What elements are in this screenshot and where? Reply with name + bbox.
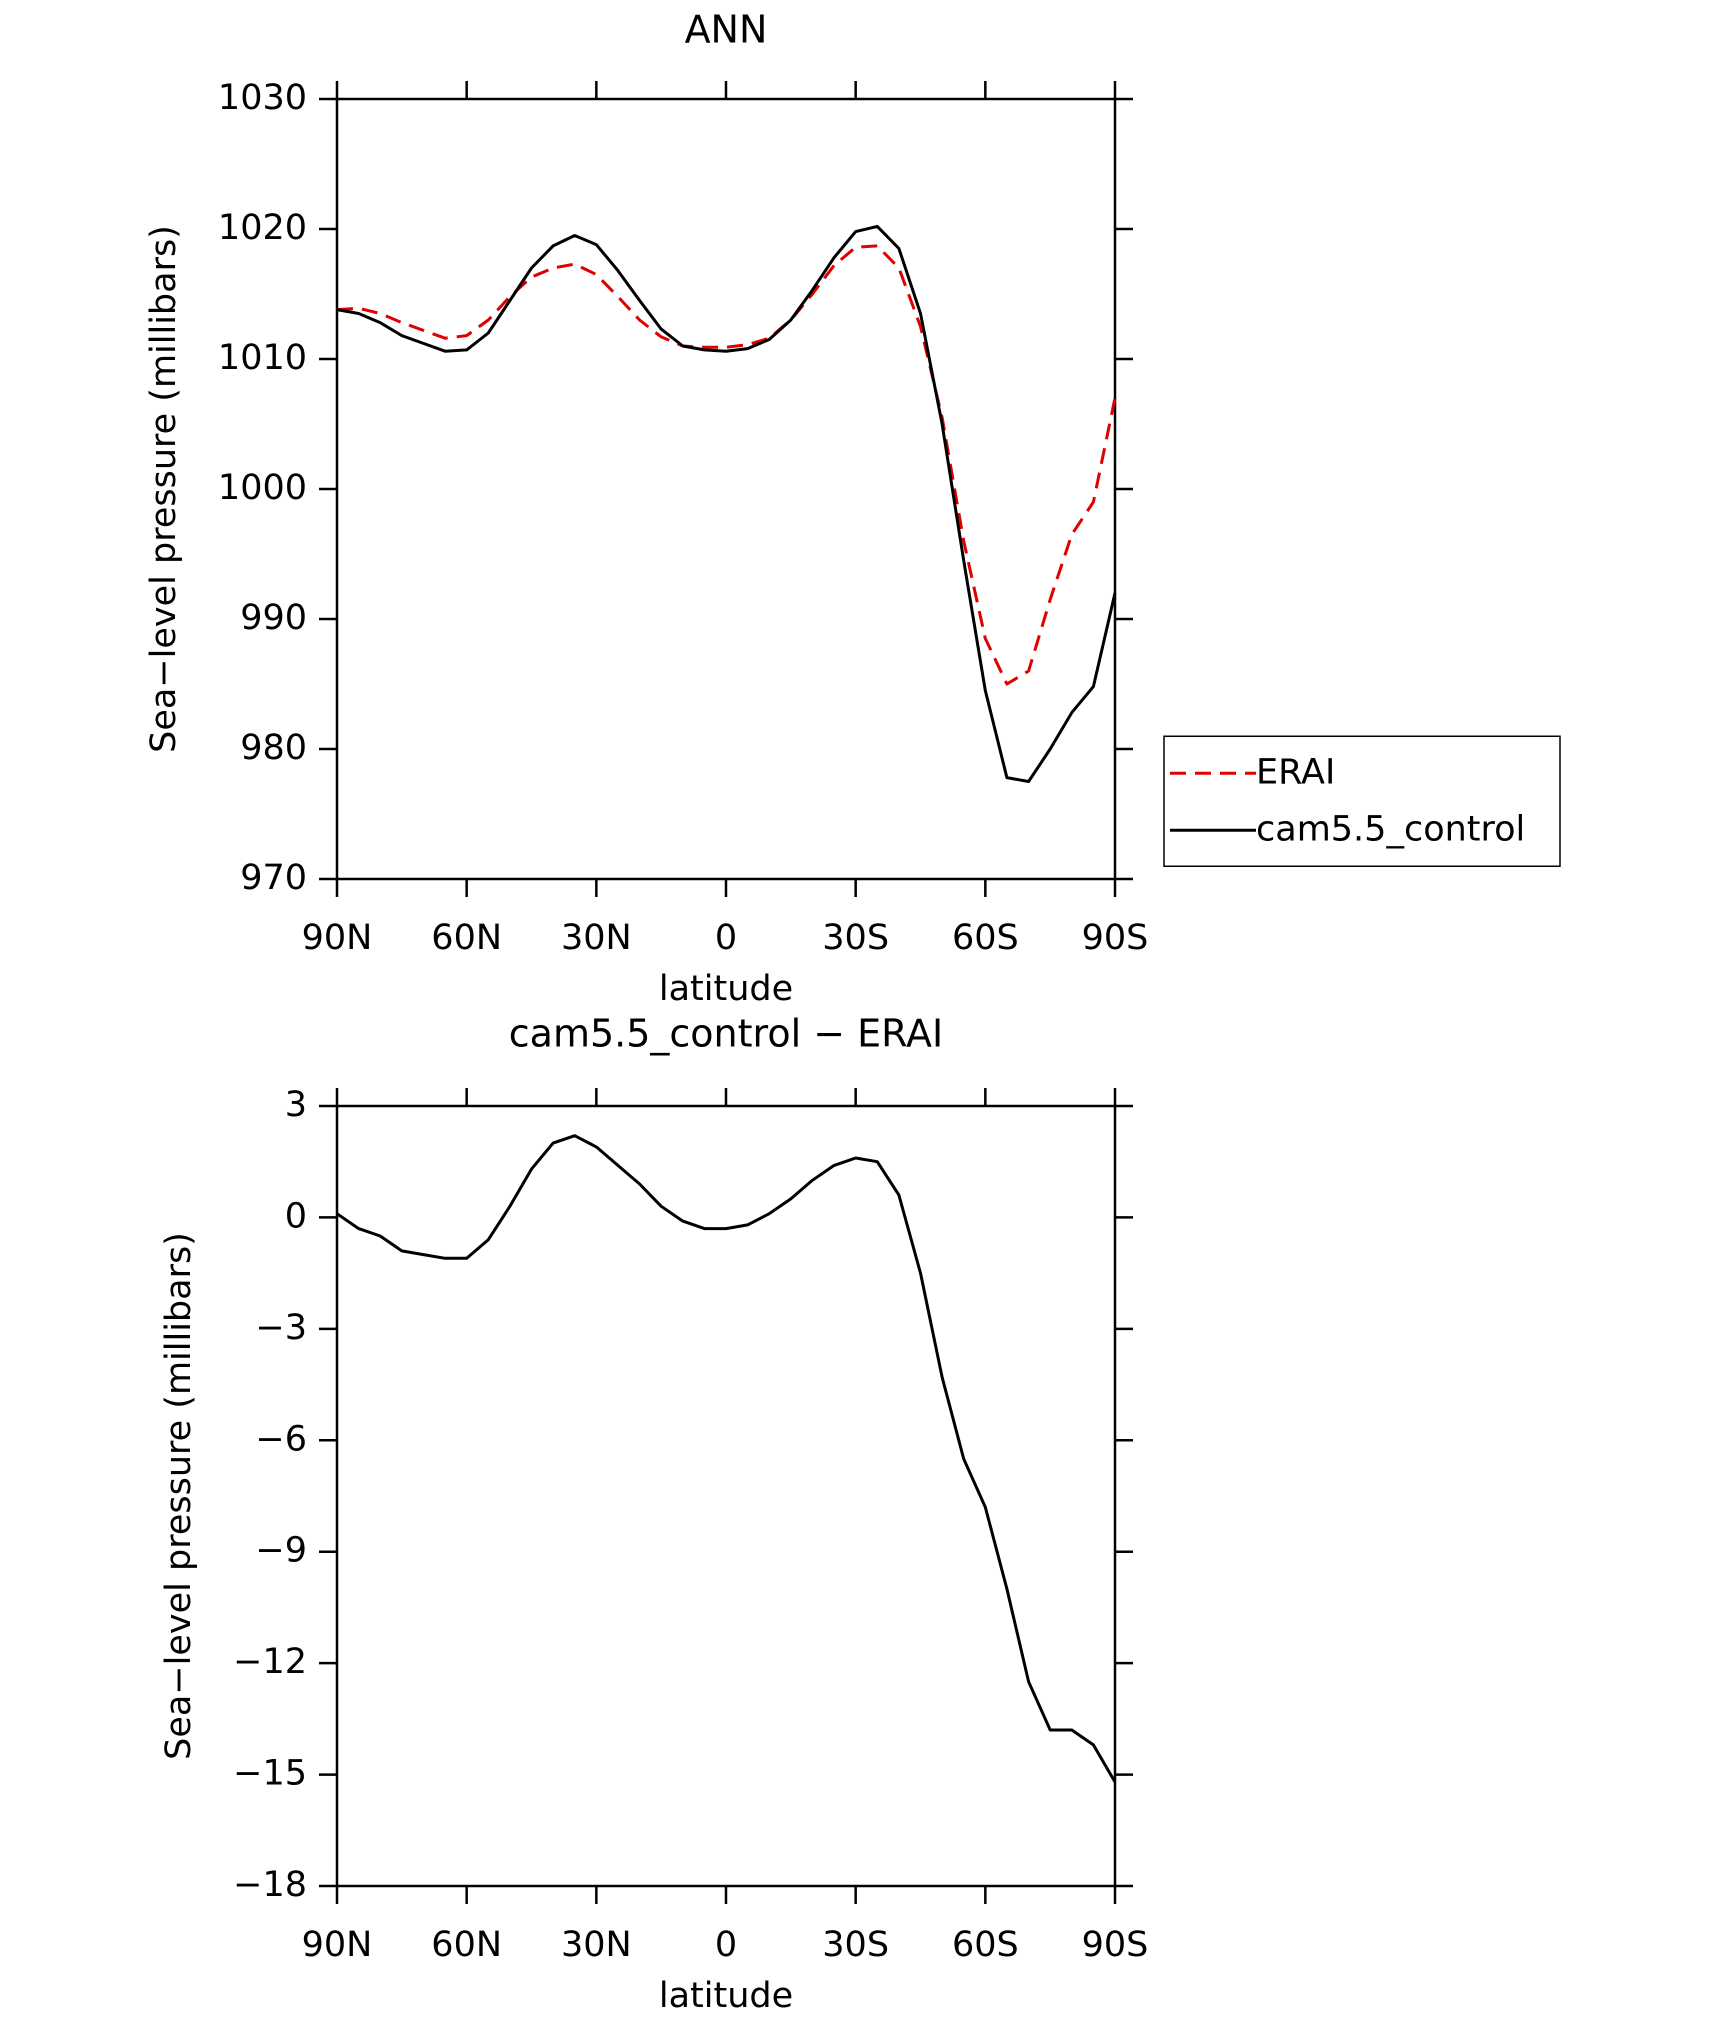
y-tick-label: 1010: [218, 338, 307, 378]
series-line: [336, 244, 1117, 686]
chart-title: cam5.5_control − ERAI: [509, 1012, 943, 1056]
y-tick-label: −15: [233, 1754, 307, 1794]
series-line: [336, 224, 1117, 783]
legend-label: cam5.5_control: [1256, 809, 1525, 849]
x-tick-label: 0: [715, 1925, 737, 1965]
y-tick-label: 3: [285, 1085, 307, 1125]
y-axis-label: Sea−level pressure (millibars): [144, 225, 184, 753]
y-tick-label: 970: [240, 858, 307, 898]
y-tick-label: −12: [233, 1642, 307, 1682]
y-tick-label: 1030: [218, 78, 307, 118]
y-tick-label: 1020: [218, 208, 307, 248]
x-tick-label: 30S: [822, 918, 889, 958]
x-tick-label: 30N: [561, 1925, 632, 1965]
x-tick-label: 60S: [952, 1925, 1019, 1965]
x-tick-label: 0: [715, 918, 737, 958]
y-tick-label: 1000: [218, 468, 307, 508]
legend-label: ERAI: [1256, 752, 1335, 792]
x-tick-label: 90S: [1082, 918, 1149, 958]
x-axis-label: latitude: [659, 1976, 793, 2016]
x-tick-label: 90S: [1082, 1925, 1149, 1965]
y-tick-label: −9: [255, 1531, 307, 1571]
x-tick-label: 60S: [952, 918, 1019, 958]
y-tick-label: −18: [233, 1865, 307, 1905]
y-axis-label: Sea−level pressure (millibars): [159, 1232, 199, 1760]
x-tick-label: 60N: [431, 918, 502, 958]
plot-frame: [335, 97, 1117, 881]
x-tick-label: 60N: [431, 1925, 502, 1965]
x-axis-label: latitude: [659, 969, 793, 1009]
y-tick-label: −3: [255, 1308, 307, 1348]
y-tick-label: 990: [240, 598, 307, 638]
x-tick-label: 90N: [302, 918, 373, 958]
y-tick-label: −6: [255, 1419, 307, 1459]
x-tick-label: 30S: [822, 1925, 889, 1965]
chart-title: ANN: [685, 8, 768, 52]
x-tick-label: 90N: [302, 1925, 373, 1965]
plot-frame: [335, 1104, 1117, 1888]
legend-box: [1163, 735, 1561, 868]
series-line: [336, 1134, 1117, 1783]
y-tick-label: 0: [285, 1196, 307, 1236]
y-tick-label: 980: [240, 728, 307, 768]
x-tick-label: 30N: [561, 918, 632, 958]
